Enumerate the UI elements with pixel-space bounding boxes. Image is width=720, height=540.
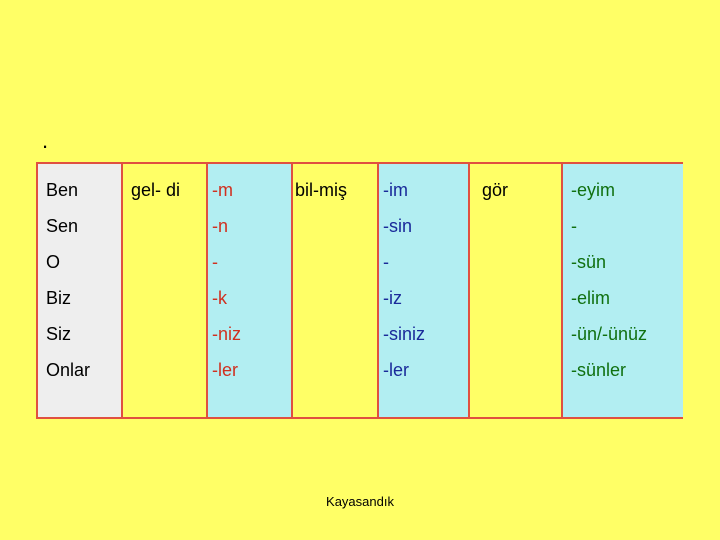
suffix-gor-5: -ün/-ünüz: [571, 324, 648, 344]
suffix-gor-1: -eyim: [571, 180, 615, 200]
stem-gel-di: gel- di: [131, 180, 181, 200]
pronoun-ben: Ben: [46, 180, 79, 200]
stem-gel-column: gel- di: [123, 164, 208, 417]
suffix-mis-6: -ler: [383, 360, 409, 380]
conjugation-table: Ben Sen O Biz Siz Onlar gel- di -m -n - …: [36, 162, 683, 419]
pronoun-biz: Biz: [46, 288, 72, 308]
suffix-di-6: -ler: [212, 360, 238, 380]
suffix-gor-4: -elim: [571, 288, 610, 308]
suffix-mis-1: -im: [383, 180, 408, 200]
suffix-gor-3: -sün: [571, 252, 607, 272]
suffix-gor-6: -sünler: [571, 360, 627, 380]
suffix-mis-5: -siniz: [383, 324, 426, 344]
footer-author: Kayasandık: [326, 494, 394, 509]
suffix-mis-4: -iz: [383, 288, 402, 308]
pronoun-sen: Sen: [46, 216, 79, 236]
suffix-mis-2: -sin: [383, 216, 413, 236]
suffix-gor-column: -eyim - -sün -elim -ün/-ünüz -sünler: [563, 164, 683, 417]
suffix-di-2: -n: [212, 216, 229, 236]
stem-bil-column: bil-miş: [293, 164, 379, 417]
stem-gor-column: gör: [470, 164, 563, 417]
bullet-marker: .: [42, 128, 49, 153]
suffix-mis-column: -im -sin - -iz -siniz -ler: [379, 164, 470, 417]
stem-gor: gör: [482, 180, 509, 200]
suffix-di-4: -k: [212, 288, 227, 308]
pronoun-onlar: Onlar: [46, 360, 91, 380]
suffix-di-5: -niz: [212, 324, 242, 344]
stem-bil-mis: bil-miş: [295, 180, 347, 200]
suffix-di-3: -: [212, 252, 218, 272]
suffix-di-1: -m: [212, 180, 233, 200]
suffix-di-column: -m -n - -k -niz -ler: [208, 164, 293, 417]
suffix-mis-3: -: [383, 252, 389, 272]
pronoun-column: Ben Sen O Biz Siz Onlar: [38, 164, 123, 417]
pronoun-o: O: [46, 252, 61, 272]
suffix-gor-2: -: [571, 216, 577, 236]
pronoun-siz: Siz: [46, 324, 72, 344]
